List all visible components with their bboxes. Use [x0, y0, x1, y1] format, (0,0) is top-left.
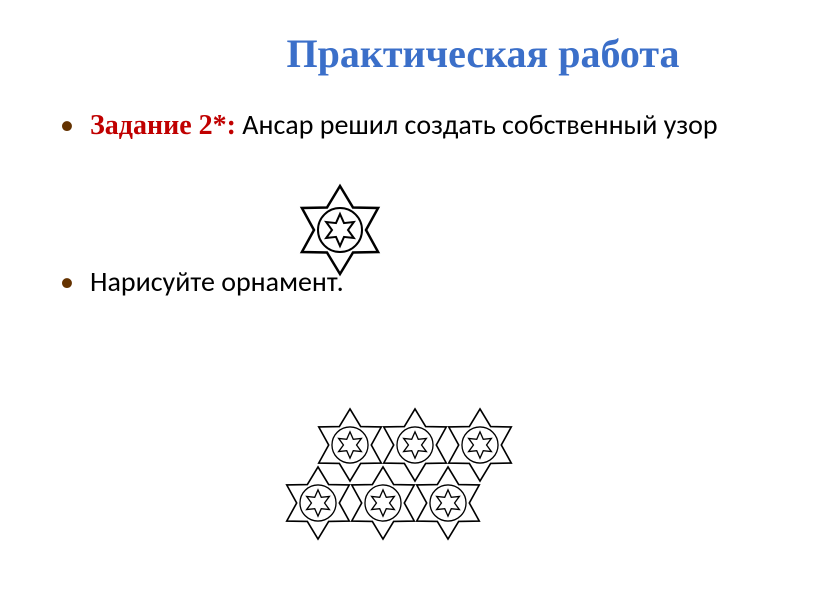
ornament-graphic: [240, 395, 560, 560]
page-title: Практическая работа: [0, 0, 816, 77]
task-label: Задание 2*:: [90, 110, 236, 141]
task-list: Задание 2*: Ансар решил создать собствен…: [0, 77, 816, 301]
task-text-1: Ансар решил создать собственный узор: [236, 107, 718, 142]
task-item-2: Нарисуйте орнамент.: [60, 264, 816, 300]
task-item-1: Задание 2*: Ансар решил создать собствен…: [60, 107, 816, 144]
single-star-graphic: [290, 175, 390, 290]
